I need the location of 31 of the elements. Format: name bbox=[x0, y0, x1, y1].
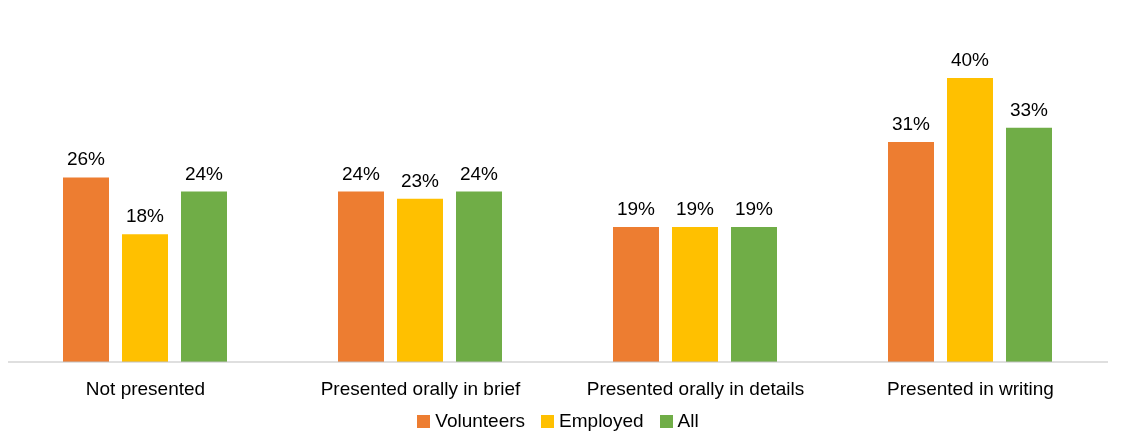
bar bbox=[888, 141, 934, 362]
x-tick-label: Presented orally in brief bbox=[320, 378, 522, 400]
data-label: 18% bbox=[125, 205, 165, 227]
data-label: 33% bbox=[1009, 98, 1049, 120]
bar bbox=[397, 198, 443, 362]
bar bbox=[947, 78, 993, 362]
x-tick-label: Presented orally in details bbox=[586, 378, 805, 400]
bar bbox=[338, 191, 384, 362]
legend-label: Volunteers bbox=[435, 410, 526, 432]
bar bbox=[672, 227, 718, 362]
bar bbox=[63, 177, 109, 362]
data-label: 19% bbox=[616, 198, 656, 220]
data-label: 24% bbox=[459, 162, 499, 184]
data-label: 19% bbox=[734, 198, 774, 220]
bar bbox=[122, 234, 168, 362]
bar bbox=[181, 191, 227, 362]
x-tick-label: Not presented bbox=[85, 378, 206, 400]
legend-label: All bbox=[677, 410, 699, 432]
bar bbox=[456, 191, 502, 362]
data-label: 24% bbox=[184, 162, 224, 184]
data-label: 40% bbox=[950, 49, 990, 70]
data-label: 19% bbox=[675, 198, 715, 220]
bar bbox=[613, 227, 659, 362]
bar bbox=[1006, 127, 1052, 362]
x-tick-label: Presented in writing bbox=[887, 378, 1054, 400]
data-label: 24% bbox=[341, 162, 381, 184]
data-label: 31% bbox=[891, 112, 931, 134]
data-label: 26% bbox=[66, 148, 106, 170]
bar bbox=[731, 227, 777, 362]
legend-label: Employed bbox=[559, 410, 644, 432]
data-label: 23% bbox=[400, 169, 440, 191]
